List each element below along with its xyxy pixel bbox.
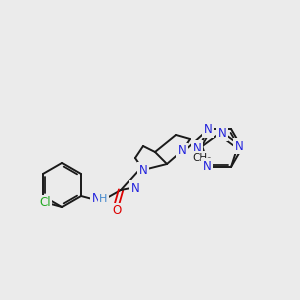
Text: N: N: [204, 123, 212, 136]
Text: O: O: [112, 205, 122, 218]
Text: Cl: Cl: [39, 196, 51, 209]
Text: N: N: [178, 145, 186, 158]
Text: N: N: [139, 164, 147, 176]
Text: N: N: [139, 164, 147, 176]
Text: CH₃: CH₃: [192, 152, 212, 163]
Text: N: N: [218, 127, 226, 140]
Text: N: N: [131, 182, 140, 194]
Text: N: N: [92, 193, 100, 206]
Text: H: H: [99, 194, 107, 204]
Text: N: N: [193, 142, 201, 154]
Text: N: N: [202, 160, 211, 172]
Text: N: N: [234, 140, 243, 153]
